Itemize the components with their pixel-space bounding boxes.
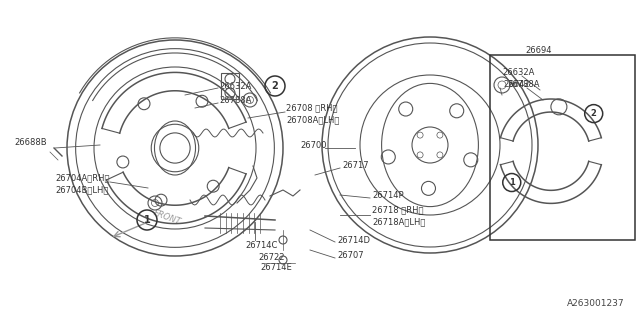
Text: 26714D: 26714D [337, 236, 370, 244]
Text: 26717: 26717 [342, 161, 369, 170]
Text: 26688B: 26688B [14, 138, 47, 147]
Text: 26714C: 26714C [245, 241, 277, 250]
Text: 26708 〈RH〉: 26708 〈RH〉 [286, 103, 337, 113]
Text: 26714E: 26714E [260, 263, 292, 273]
Text: 26632A: 26632A [502, 68, 534, 76]
Text: 26704B〈LH〉: 26704B〈LH〉 [55, 186, 108, 195]
Text: 26788A: 26788A [219, 95, 252, 105]
Text: 26704A〈RH〉: 26704A〈RH〉 [55, 173, 109, 182]
Text: 26708A〈LH〉: 26708A〈LH〉 [286, 116, 339, 124]
Text: 26788A: 26788A [507, 79, 540, 89]
Text: 26718A〈LH〉: 26718A〈LH〉 [372, 218, 426, 227]
Text: 1: 1 [143, 215, 150, 225]
Text: 26694: 26694 [525, 45, 552, 54]
Text: 26714P: 26714P [372, 190, 404, 199]
Bar [490, 55, 635, 240]
Text: 1: 1 [509, 178, 515, 187]
Text: 26700: 26700 [300, 140, 326, 149]
Text: A263001237: A263001237 [568, 299, 625, 308]
Text: 26642: 26642 [503, 79, 529, 89]
Text: FRONT: FRONT [152, 209, 182, 227]
Text: 26722: 26722 [258, 252, 285, 261]
Bar [221, 73, 239, 99]
Text: 2: 2 [271, 81, 278, 91]
Text: 26718 〈RH〉: 26718 〈RH〉 [372, 205, 424, 214]
Text: 26707: 26707 [337, 251, 364, 260]
Text: 26632A: 26632A [219, 82, 252, 91]
Text: 2: 2 [591, 109, 596, 118]
